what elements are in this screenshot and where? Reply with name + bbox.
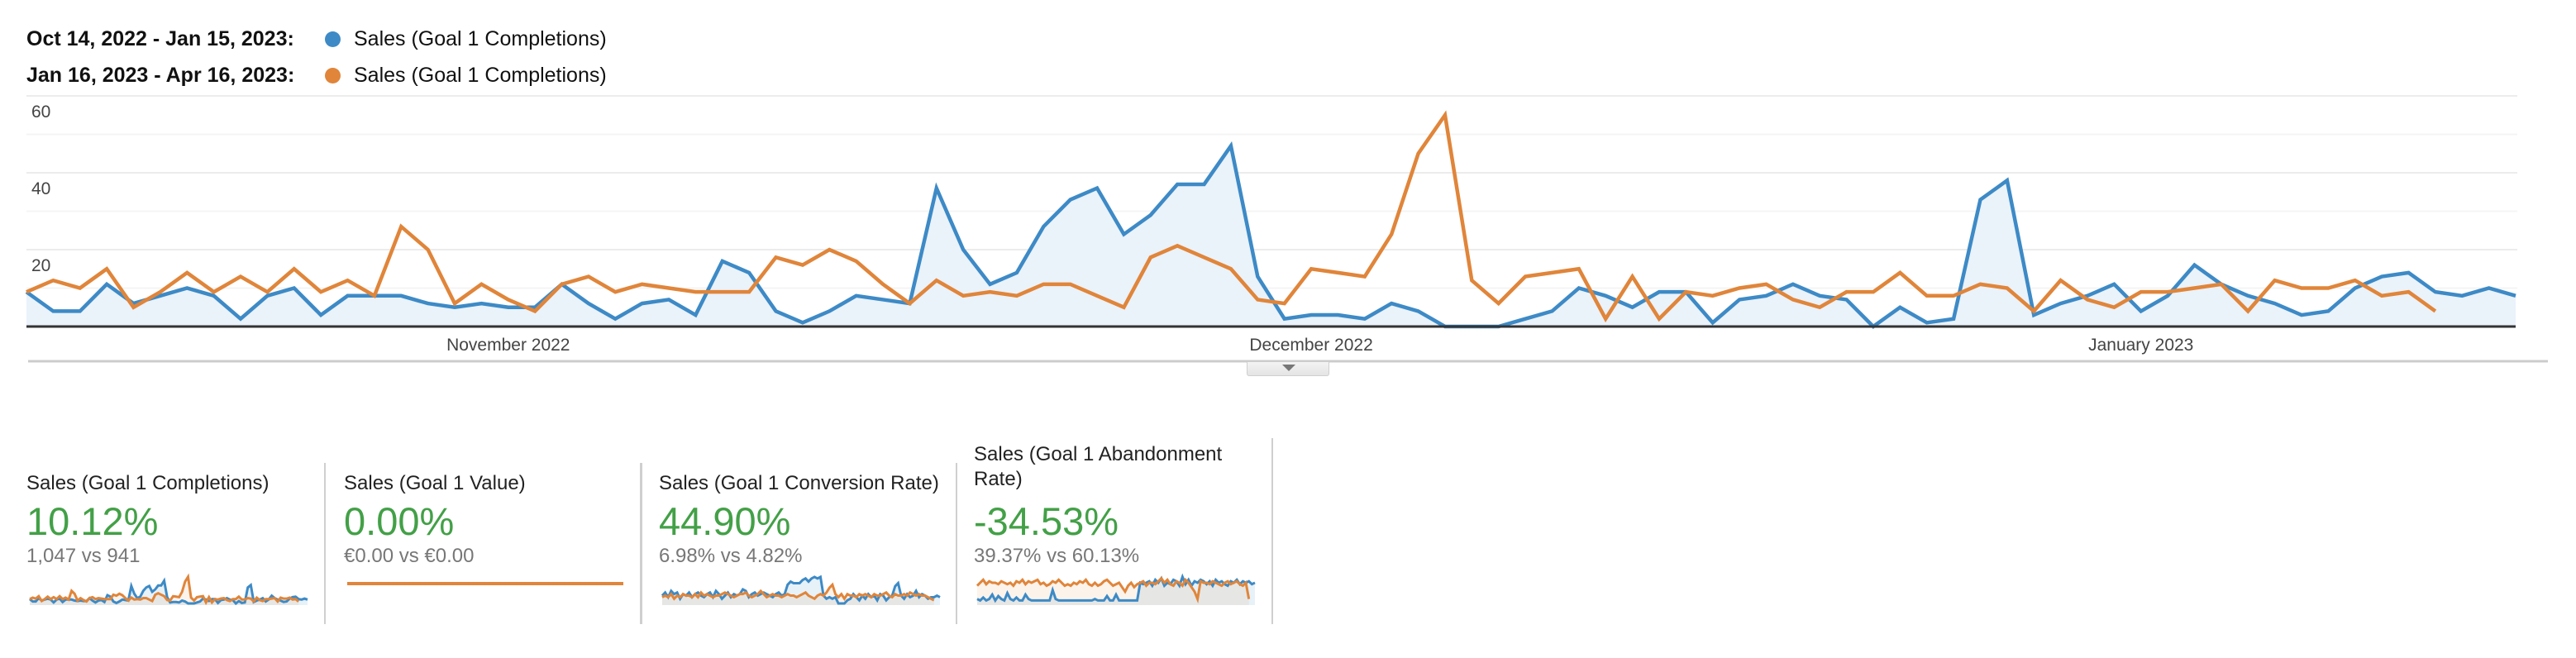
legend-date-range: Jan 16, 2023 - Apr 16, 2023: — [26, 63, 295, 87]
scorecard-comparison: 6.98% vs 4.82% — [659, 545, 803, 567]
y-axis-labels: 20 40 60 — [31, 103, 50, 275]
legend-dot-orange-icon — [325, 67, 341, 83]
line-chart[interactable]: 20 40 60 November 2022 December 2022 January… — [0, 0, 2576, 380]
sparkline-line — [661, 575, 941, 605]
legend-row-current-period: Oct 14, 2022 - Jan 15, 2023: Sales (Goal… — [26, 26, 607, 51]
scorecard-divider — [956, 463, 957, 624]
sparkline-line — [29, 573, 300, 606]
legend-date-range: Oct 14, 2022 - Jan 15, 2023: — [26, 26, 294, 50]
x-tick-label: December 2022 — [1249, 336, 1372, 355]
scorecard-change: 0.00% — [344, 499, 455, 543]
scorecard-divider — [641, 463, 642, 624]
scorecard-comparison: €0.00 vs €0.00 — [344, 545, 475, 567]
legend-dot-blue-icon — [325, 31, 341, 47]
chart-axis — [26, 325, 2548, 363]
y-tick-label: 20 — [31, 256, 50, 275]
sparkline-line — [976, 573, 1256, 603]
sparkline — [29, 573, 308, 606]
scorecard-goal-value[interactable]: Sales (Goal 1 Value) 0.00% €0.00 vs €0.0… — [344, 430, 642, 628]
x-tick-label: November 2022 — [446, 336, 570, 355]
scorecard-change: 10.12% — [26, 499, 159, 543]
scorecard-comparison: 1,047 vs 941 — [26, 545, 141, 567]
legend-metric-label[interactable]: Sales (Goal 1 Completions) — [354, 63, 607, 87]
scorecard-title: Sales (Goal 1 Completions) — [26, 472, 270, 494]
scorecard-comparison: 39.37% vs 60.13% — [974, 545, 1140, 567]
series-line[interactable] — [25, 141, 2516, 329]
scorecard-title-line1: Sales (Goal 1 Abandonment — [974, 443, 1223, 465]
sparkline-line — [976, 576, 1251, 604]
scorecard-goal-completions[interactable]: Sales (Goal 1 Completions) 10.12% 1,047 … — [26, 430, 326, 628]
y-tick-label: 40 — [31, 179, 50, 198]
sparkline — [976, 573, 1256, 605]
legend-metric-label[interactable]: Sales (Goal 1 Completions) — [354, 26, 607, 50]
sparkline-area — [662, 584, 934, 605]
chart-series-lines[interactable] — [25, 110, 2516, 329]
scorecard-title: Sales (Goal 1 Conversion Rate) — [659, 472, 939, 494]
legend-row-previous-period: Jan 16, 2023 - Apr 16, 2023: Sales (Goal… — [26, 63, 607, 88]
triangle-down-icon — [1282, 365, 1295, 371]
x-tick-label: January 2023 — [2088, 336, 2193, 355]
sparkline-line — [661, 582, 935, 602]
sparkline — [347, 582, 623, 585]
scorecard-title: Sales (Goal 1 Value) — [344, 472, 526, 494]
scorecard-conversion-rate[interactable]: Sales (Goal 1 Conversion Rate) 44.90% 6.… — [641, 430, 957, 628]
sparkline-area — [977, 576, 1255, 605]
sparkline — [661, 575, 941, 605]
y-tick-label: 60 — [31, 103, 50, 122]
chart-gridlines — [26, 95, 2517, 289]
scorecard-divider — [1271, 438, 1273, 624]
x-axis-labels: November 2022 December 2022 January 2023 — [446, 336, 2193, 355]
scorecard-title-line2: Rate) — [974, 468, 1023, 490]
chart-collapse-toggle[interactable] — [1247, 362, 1329, 376]
series-line[interactable] — [26, 110, 2437, 323]
scorecard-change: 44.90% — [659, 499, 791, 543]
scorecard-change: -34.53% — [974, 499, 1119, 543]
scorecard-abandonment-rate[interactable]: Sales (Goal 1 Abandonment Rate) -34.53% … — [974, 430, 1273, 628]
scorecard-divider — [324, 463, 326, 624]
sparkline-area — [30, 576, 299, 605]
